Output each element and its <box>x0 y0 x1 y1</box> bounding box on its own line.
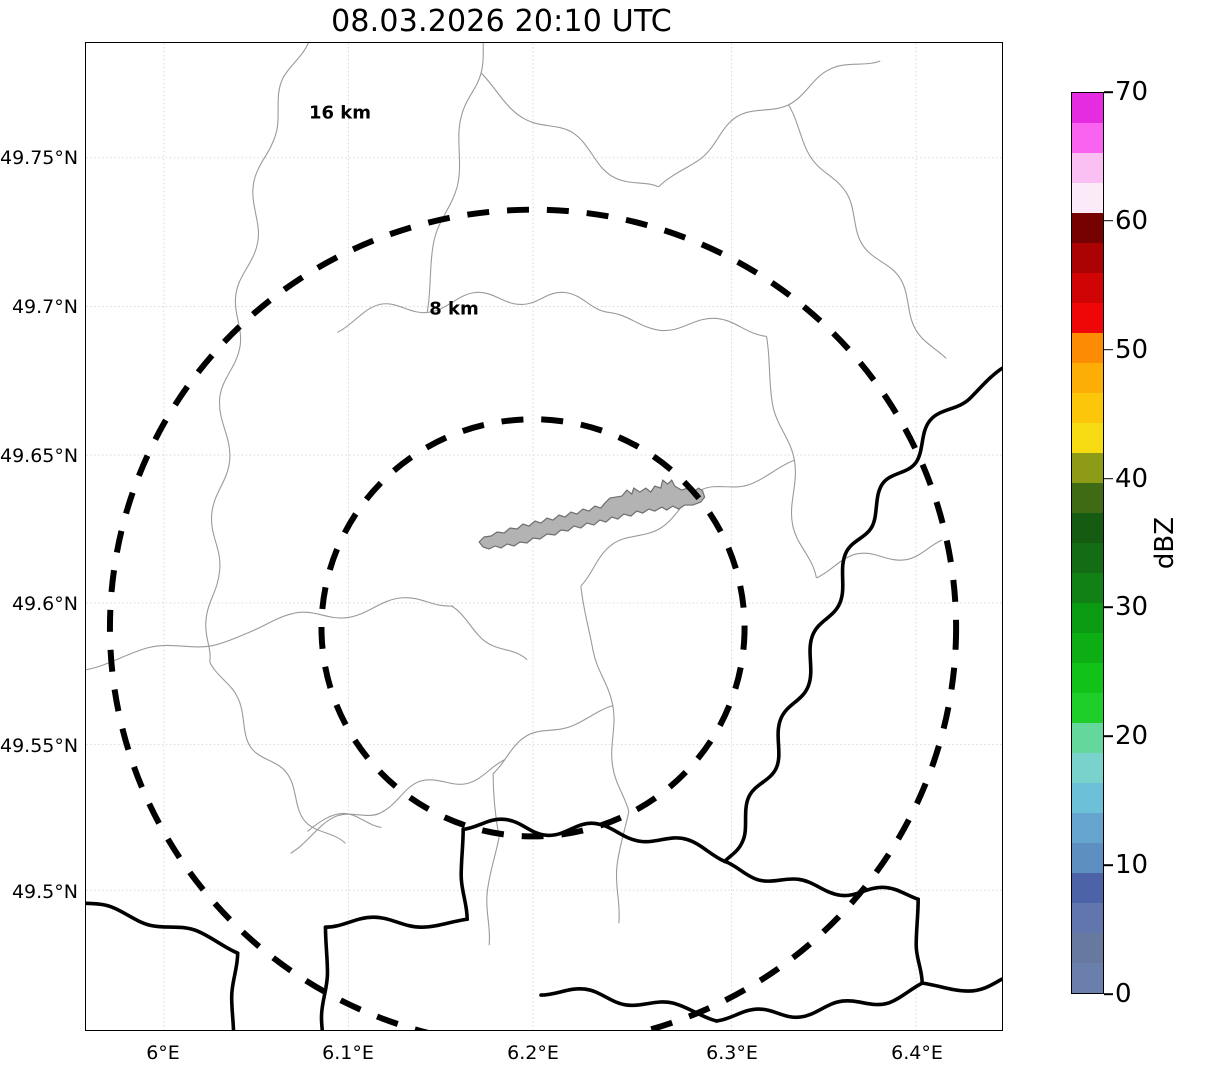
colorbar-band <box>1072 483 1103 513</box>
colorbar-band <box>1072 273 1103 303</box>
colorbar-band <box>1072 663 1103 693</box>
range-ring-16km <box>107 206 959 1030</box>
colorbar-band <box>1072 153 1103 183</box>
colorbar-band <box>1072 333 1103 363</box>
colorbar-band <box>1072 723 1103 753</box>
colorbar-tick-mark <box>1104 735 1113 738</box>
colorbar-band <box>1072 213 1103 243</box>
x-tick-label: 6.1°E <box>322 1042 374 1064</box>
colorbar-band <box>1072 93 1103 123</box>
y-tick-label: 49.6°N <box>11 593 78 615</box>
colorbar-band <box>1072 873 1103 903</box>
x-tick-label: 6°E <box>146 1042 180 1064</box>
colorbar-tick-label: 40 <box>1115 463 1149 494</box>
colorbar-tick-label: 10 <box>1115 850 1149 881</box>
x-tick-label: 6.2°E <box>507 1042 559 1064</box>
colorbar-tick-label: 30 <box>1115 592 1149 623</box>
colorbar-band <box>1072 753 1103 783</box>
colorbar-band <box>1072 573 1103 603</box>
y-tick-label: 49.7°N <box>11 296 78 318</box>
colorbar[interactable] <box>1071 92 1104 994</box>
y-tick-label: 49.65°N <box>0 445 79 467</box>
colorbar-tick-mark <box>1104 606 1113 609</box>
colorbar-band <box>1072 633 1103 663</box>
colorbar-band <box>1072 363 1103 393</box>
colorbar-band <box>1072 513 1103 543</box>
colorbar-ticks: 0 10 20 30 40 50 60 70 <box>1104 77 1204 1009</box>
colorbar-band <box>1072 543 1103 573</box>
x-tick-label: 6.3°E <box>706 1042 758 1064</box>
city-polygon <box>478 479 706 550</box>
colorbar-band <box>1072 963 1103 993</box>
colorbar-band <box>1072 303 1103 333</box>
colorbar-band <box>1072 393 1103 423</box>
colorbar-tick-mark <box>1104 864 1113 866</box>
radar-map-canvas <box>86 43 1002 1030</box>
colorbar-tick-label: 20 <box>1115 721 1149 752</box>
colorbar-tick-mark <box>1104 993 1113 995</box>
colorbar-band <box>1072 453 1103 483</box>
colorbar-tick-mark <box>1104 348 1113 351</box>
colorbar-tick-label: 50 <box>1115 334 1149 365</box>
page-title: 08.03.2026 20:10 UTC <box>331 4 672 39</box>
y-tick-label: 49.75°N <box>0 147 79 169</box>
colorbar-tick-label: 0 <box>1115 979 1132 1009</box>
colorbar-band <box>1072 603 1103 633</box>
colorbar-tick-label: 70 <box>1115 77 1149 107</box>
range-rings <box>107 206 959 1030</box>
colorbar-band <box>1072 933 1103 963</box>
colorbar-band <box>1072 693 1103 723</box>
administrative-boundaries <box>86 43 947 946</box>
colorbar-band <box>1072 183 1103 213</box>
range-ring-label-8km: 8 km <box>429 298 479 320</box>
national-border <box>86 366 1002 1030</box>
radar-map-plot[interactable]: 16 km 8 km <box>85 42 1003 1031</box>
colorbar-band <box>1072 423 1103 453</box>
colorbar-axis-label: dBZ <box>1150 516 1180 570</box>
colorbar-tick-mark <box>1104 477 1113 480</box>
y-tick-label: 49.55°N <box>0 735 79 757</box>
colorbar-band <box>1072 783 1103 813</box>
range-ring-8km <box>318 416 748 840</box>
y-tick-label: 49.5°N <box>11 881 78 903</box>
colorbar-band <box>1072 813 1103 843</box>
range-ring-label-16km: 16 km <box>308 102 372 124</box>
colorbar-band <box>1072 243 1103 273</box>
colorbar-band <box>1072 843 1103 873</box>
colorbar-tick-mark <box>1104 220 1113 222</box>
x-tick-label: 6.4°E <box>891 1042 943 1064</box>
colorbar-band <box>1072 903 1103 933</box>
colorbar-band <box>1072 123 1103 153</box>
colorbar-tick-label: 60 <box>1115 205 1149 236</box>
colorbar-tick-mark <box>1104 91 1113 93</box>
